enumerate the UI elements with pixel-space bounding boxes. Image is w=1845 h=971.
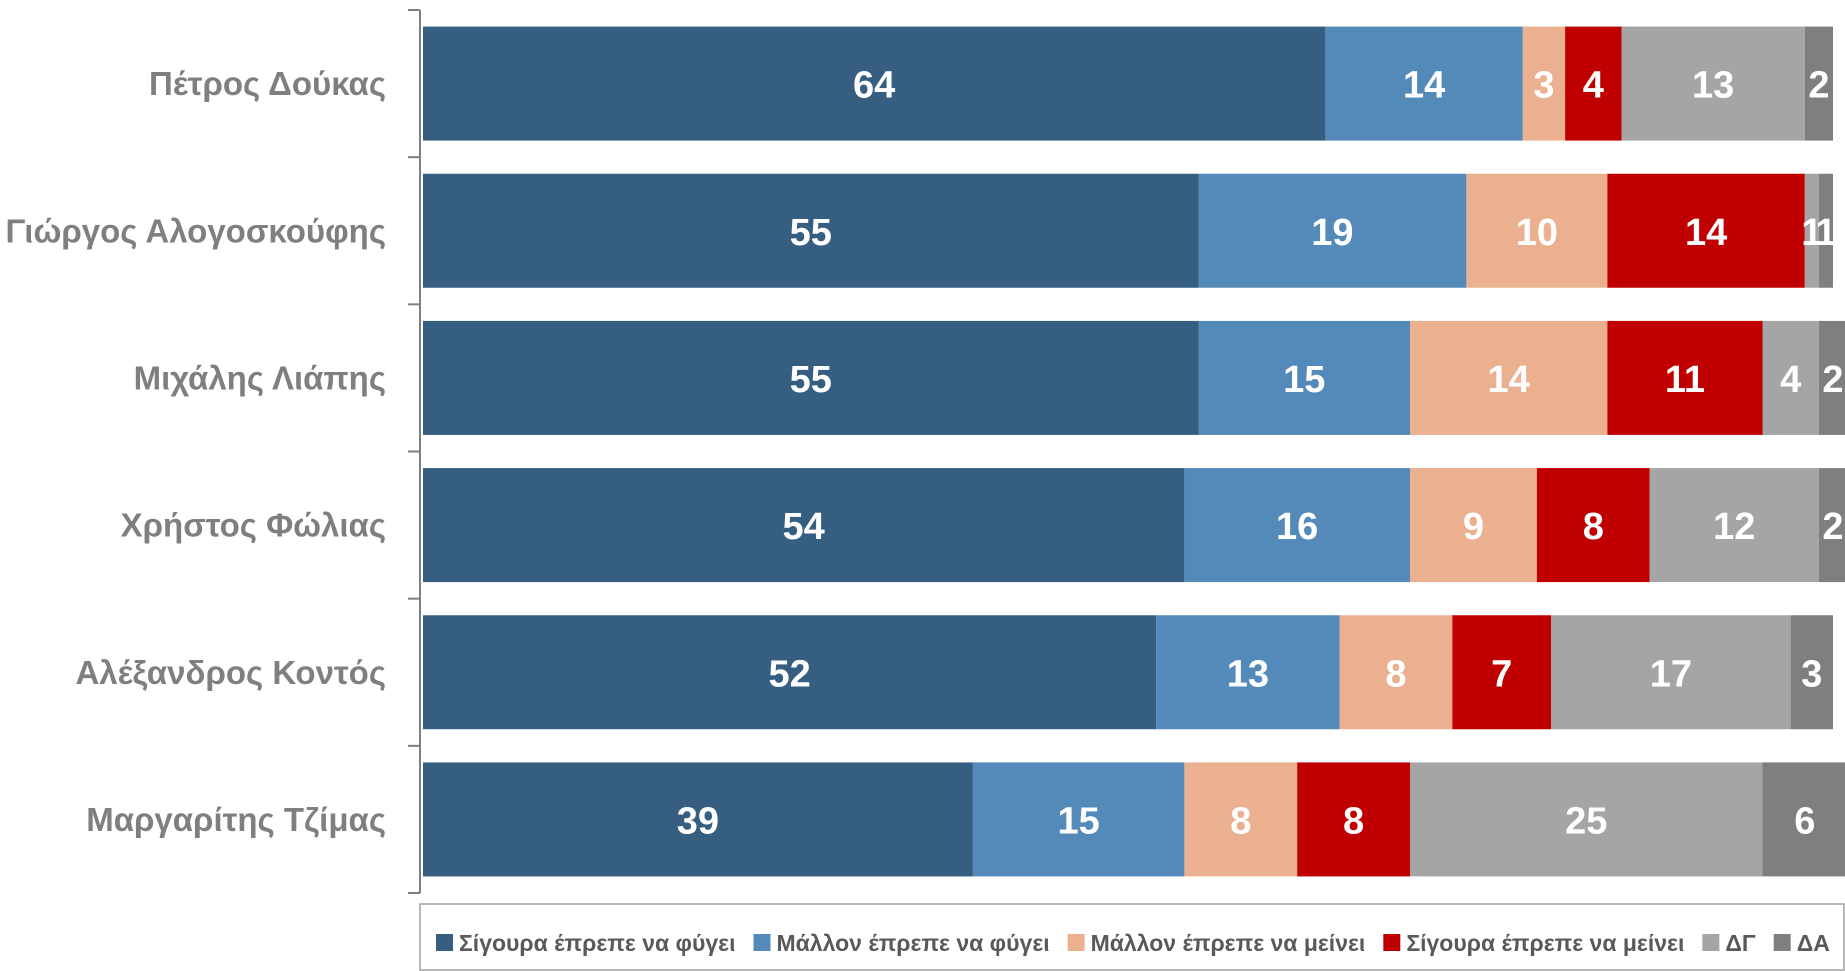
bar-segment bbox=[1804, 173, 1819, 288]
bar-segment bbox=[1565, 26, 1622, 141]
bar-segment bbox=[1452, 615, 1551, 730]
legend-label: ΔΑ bbox=[1797, 930, 1830, 956]
data-label: 14 bbox=[1685, 212, 1727, 254]
data-label: 14 bbox=[1403, 65, 1445, 107]
legend-label: Σίγουρα έπρεπε να μείνει bbox=[1406, 930, 1684, 956]
category-label: Μιχάλης Λιάπης bbox=[134, 359, 386, 396]
data-label: 39 bbox=[677, 800, 719, 842]
data-label: 2 bbox=[1808, 65, 1829, 107]
bar-segment bbox=[1466, 173, 1608, 288]
data-label: 8 bbox=[1583, 506, 1604, 548]
bar-segment bbox=[1790, 615, 1833, 730]
data-label: 9 bbox=[1463, 506, 1484, 548]
data-label: 1 bbox=[1815, 212, 1836, 254]
bar-segment bbox=[1522, 26, 1566, 141]
legend-swatch bbox=[1067, 934, 1085, 951]
data-label: 64 bbox=[853, 65, 895, 107]
data-label: 15 bbox=[1058, 800, 1100, 842]
data-label: 4 bbox=[1780, 359, 1801, 401]
data-label: 55 bbox=[790, 212, 832, 254]
data-label: 7 bbox=[1491, 653, 1512, 695]
legend-swatch bbox=[436, 934, 453, 951]
bar-segment bbox=[423, 173, 1199, 288]
legend-swatch bbox=[1383, 934, 1401, 951]
data-label: 2 bbox=[1822, 506, 1843, 548]
bar-segment bbox=[1198, 320, 1410, 435]
legend-label: Μάλλον έπρεπε να μείνει bbox=[1091, 930, 1366, 956]
legend: Σίγουρα έπρεπε να φύγει Μάλλον έπρεπε να … bbox=[419, 903, 1845, 971]
bar-segment bbox=[1804, 26, 1833, 141]
bar-segment bbox=[1649, 468, 1819, 583]
legend-swatch bbox=[1702, 934, 1720, 951]
bar-segment bbox=[1198, 173, 1467, 288]
data-label: 3 bbox=[1801, 653, 1822, 695]
bar-segment bbox=[972, 762, 1185, 877]
data-label: 13 bbox=[1692, 65, 1734, 107]
legend-label: ΔΓ bbox=[1725, 930, 1756, 956]
legend-swatch bbox=[753, 934, 771, 951]
bar-segment bbox=[1762, 762, 1845, 877]
bar-segment bbox=[1818, 468, 1845, 583]
data-label: 16 bbox=[1276, 506, 1318, 548]
bar-segment bbox=[1621, 26, 1805, 141]
data-label: 19 bbox=[1311, 212, 1353, 254]
data-label: 6 bbox=[1794, 800, 1815, 842]
data-label: 13 bbox=[1227, 653, 1269, 695]
bar-segment bbox=[423, 26, 1326, 141]
bar-segment bbox=[1551, 615, 1791, 730]
data-label: 4 bbox=[1583, 65, 1604, 107]
bar-segment bbox=[1818, 320, 1845, 435]
category-label: Αλέξανδρος Κοντός bbox=[75, 654, 386, 691]
data-label: 15 bbox=[1283, 359, 1325, 401]
data-label: 25 bbox=[1565, 800, 1607, 842]
bar-segment bbox=[423, 468, 1185, 583]
bar-segment bbox=[1762, 320, 1819, 435]
data-label: 55 bbox=[790, 359, 832, 401]
bar-segment bbox=[423, 615, 1157, 730]
legend-frame bbox=[419, 903, 1845, 971]
data-label: 8 bbox=[1230, 800, 1251, 842]
bar-segment bbox=[1325, 26, 1523, 141]
bar-segment bbox=[1607, 320, 1763, 435]
category-label: Μαργαρίτης Τζίμας bbox=[86, 801, 386, 838]
bar-segment bbox=[1184, 468, 1410, 583]
bar-segment bbox=[1297, 762, 1410, 877]
bar-segment bbox=[1156, 615, 1340, 730]
data-label: 17 bbox=[1650, 653, 1692, 695]
bar-segment bbox=[1339, 615, 1453, 730]
data-label: 12 bbox=[1713, 506, 1755, 548]
data-label: 2 bbox=[1822, 359, 1843, 401]
bar-segment bbox=[1184, 762, 1298, 877]
legend-label: Σίγουρα έπρεπε να φύγει bbox=[459, 930, 735, 956]
category-label: Γιώργος Αλογοσκούφης bbox=[6, 212, 386, 249]
bar-segment bbox=[1410, 762, 1763, 877]
category-label: Πέτρος Δούκας bbox=[149, 65, 386, 102]
bar-segment bbox=[423, 762, 973, 877]
bar-segment bbox=[1607, 173, 1805, 288]
bar-segment bbox=[1410, 320, 1608, 435]
category-labels: Πέτρος Δούκας Γιώργος Αλογοσκούφης Μιχάλης… bbox=[6, 65, 386, 838]
data-label: 8 bbox=[1343, 800, 1364, 842]
data-label: 14 bbox=[1488, 359, 1530, 401]
bar-segment bbox=[1818, 173, 1833, 288]
data-label: 11 bbox=[1665, 359, 1705, 401]
category-label: Χρήστος Φώλιας bbox=[121, 507, 386, 544]
bar-segment bbox=[1410, 468, 1537, 583]
legend-label: Μάλλον έπρεπε να φύγει bbox=[776, 930, 1049, 956]
bar-segment bbox=[1536, 468, 1650, 583]
data-label: 52 bbox=[768, 653, 810, 695]
data-label: 3 bbox=[1533, 65, 1554, 107]
data-label: 1 bbox=[1801, 212, 1822, 254]
data-label: 8 bbox=[1385, 653, 1406, 695]
legend-swatch bbox=[1773, 934, 1791, 951]
bar-segment bbox=[423, 320, 1199, 435]
data-label: 10 bbox=[1516, 212, 1558, 254]
data-label: 54 bbox=[783, 506, 825, 548]
